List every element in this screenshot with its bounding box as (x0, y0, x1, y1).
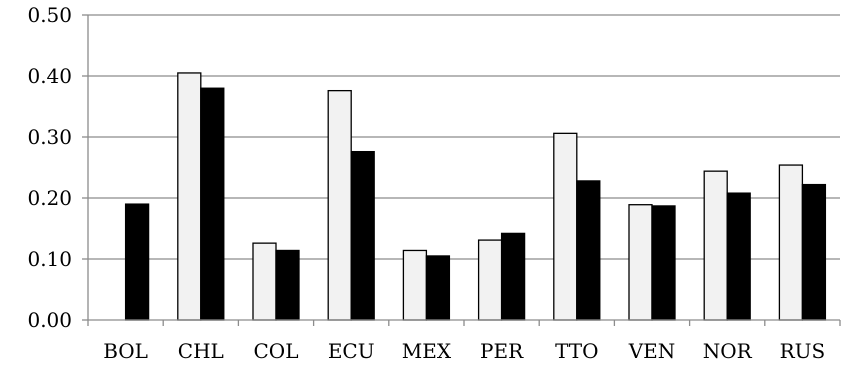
x-category-label: VEN (628, 339, 676, 363)
y-tick-label: 0.10 (27, 247, 72, 271)
bar-series2-chl (200, 87, 225, 321)
axes (82, 14, 841, 326)
x-category-label: COL (254, 339, 299, 363)
x-category-label: BOL (103, 339, 148, 363)
x-category-label: RUS (780, 339, 826, 363)
bar-series2-tto (576, 180, 601, 321)
bar-series1-tto (553, 132, 578, 321)
bar-series1-chl (177, 72, 202, 321)
labels: 0.00 0.10 0.20 0.30 0.40 0.50 BOL CHL COL ECU MEX P… (27, 3, 825, 363)
y-tick-label: 0.30 (27, 125, 72, 149)
bar-series1-col (252, 242, 277, 321)
bar-series1-nor (703, 170, 728, 321)
bar-series1-ecu (327, 89, 352, 321)
x-category-label: MEX (402, 339, 452, 363)
x-category-label: ECU (328, 339, 375, 363)
bar-series2-per (500, 232, 526, 321)
bar-series1-ven (628, 204, 653, 321)
x-category-label: TTO (555, 339, 598, 363)
bar-series2-col (275, 249, 300, 321)
x-category-label: PER (480, 339, 524, 363)
bars (124, 72, 827, 321)
y-tick-label: 0.50 (27, 3, 72, 27)
bar-series2-rus (801, 183, 827, 321)
bar-series2-mex (425, 255, 451, 321)
bar-series1-mex (402, 249, 428, 321)
x-category-label: NOR (703, 339, 753, 363)
bar-series2-nor (726, 192, 751, 321)
y-tick-label: 0.20 (27, 186, 72, 210)
y-tick-label: 0.00 (27, 308, 72, 332)
bar-series2-bol (124, 203, 150, 321)
bar-series2-ecu (350, 150, 375, 321)
bar-series2-ven (651, 205, 676, 321)
bar-series1-per (477, 239, 503, 321)
bar-series1-rus (778, 164, 804, 321)
x-category-label: CHL (178, 339, 224, 363)
y-tick-label: 0.40 (27, 64, 72, 88)
